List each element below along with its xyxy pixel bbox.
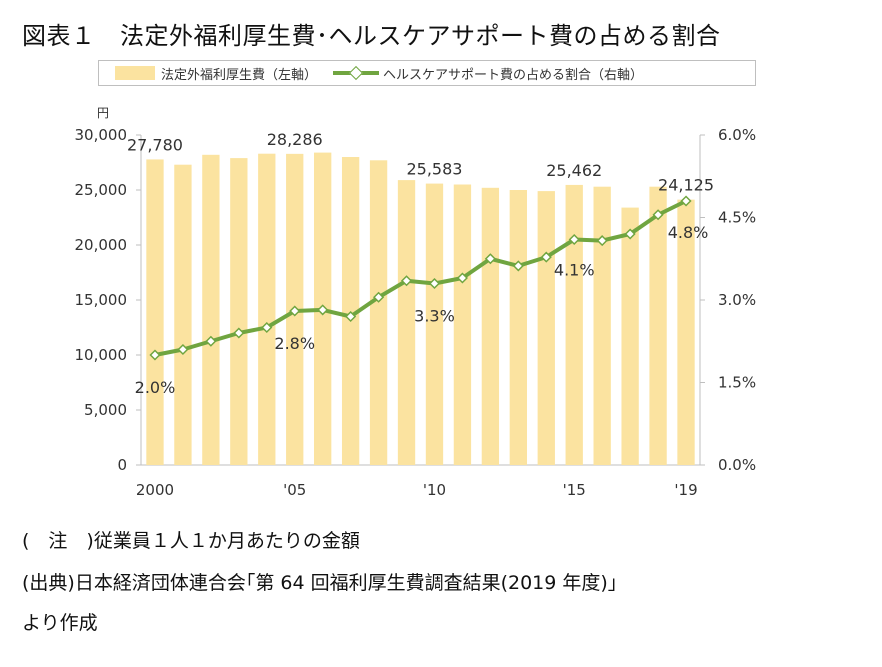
bar-2014: [537, 191, 555, 465]
right-tick-label: 1.5%: [718, 374, 756, 392]
share-point-2010: [428, 277, 441, 290]
share-point-2005: [289, 305, 301, 317]
right-tick-label: 6.0%: [718, 126, 756, 144]
source-line-cont: より作成: [22, 612, 98, 634]
share-point-2015: [568, 233, 580, 246]
note-line: ( 注 )従業員１人１か月あたりの金額: [22, 530, 360, 552]
bar-2001: [174, 164, 192, 465]
share-point-2018: [652, 209, 664, 221]
share-point-2014: [540, 251, 552, 263]
line-data-label: 2.8%: [274, 334, 315, 353]
bar-2011: [453, 184, 472, 465]
bar-2000: [146, 159, 164, 466]
bar-data-label: 25,462: [546, 161, 602, 180]
legend-bar-label: 法定外福利厚生費（左軸）: [161, 67, 318, 83]
share-point-2002: [205, 335, 217, 347]
left-tick-label: 20,000: [75, 236, 128, 254]
legend-bar-swatch: [115, 66, 155, 80]
left-tick-label: 15,000: [75, 291, 128, 309]
bar-2004: [258, 153, 276, 465]
left-tick-label: 0: [117, 456, 127, 474]
x-tick-label: '10: [423, 481, 446, 499]
share-point-2009: [400, 275, 413, 287]
share-point-2003: [233, 327, 245, 339]
left-tick-label: 30,000: [75, 126, 128, 144]
share-point-2012: [484, 253, 496, 265]
left-tick-label: 25,000: [75, 181, 128, 199]
share-point-2017: [624, 228, 636, 240]
share-point-2007: [345, 310, 357, 323]
bar-2003: [230, 158, 248, 465]
bar-data-label: 28,286: [267, 130, 323, 149]
bar-2016: [593, 186, 611, 465]
share-point-2006: [317, 304, 329, 316]
bar-2017: [621, 207, 639, 465]
left-tick-label: 10,000: [75, 346, 128, 364]
x-tick-label: '19: [674, 481, 697, 499]
x-tick-label: '15: [563, 481, 586, 499]
line-data-label: 3.3%: [414, 307, 455, 326]
source-line: (出典)日本経済団体連合会｢第 64 回福利厚生費調査結果(2019 年度)｣: [22, 572, 618, 594]
bar-data-label: 24,125: [658, 176, 714, 195]
share-point-2016: [596, 235, 608, 247]
bar-2002: [202, 154, 220, 466]
bar-2008: [369, 160, 388, 466]
line-data-label: 4.1%: [554, 261, 595, 280]
right-tick-label: 0.0%: [718, 456, 756, 474]
share-point-2008: [373, 291, 385, 303]
bar-2015: [565, 184, 583, 465]
bar-data-label: 25,583: [406, 160, 462, 179]
share-point-2004: [261, 321, 273, 334]
share-point-2013: [512, 260, 524, 272]
bar-2013: [509, 190, 527, 465]
x-tick-label: 2000: [136, 481, 174, 499]
combo-chart: 30,000 25,000 20,000 15,000 10,000 5,000 0 円 6.0…: [75, 106, 757, 499]
x-tick-label: '05: [283, 481, 306, 499]
bar-2018: [649, 186, 667, 465]
bar-2009: [397, 180, 416, 465]
right-tick-label: 3.0%: [718, 291, 756, 309]
right-tick-label: 4.5%: [718, 209, 756, 227]
chart-legend: 法定外福利厚生費（左軸） ヘルスケアサポート費の占める割合（右軸）: [98, 60, 756, 86]
share-point-2000: [149, 349, 161, 361]
legend-item-bar: 法定外福利厚生費（左軸）: [99, 64, 317, 83]
legend-line-label: ヘルスケアサポート費の占める割合（右軸）: [383, 67, 644, 83]
bar-2019: [677, 199, 695, 465]
share-point-2001: [177, 343, 189, 356]
bar-data-label: 27,780: [127, 135, 183, 154]
left-tick-label: 5,000: [84, 401, 127, 419]
legend-line-swatch: [333, 65, 380, 81]
left-axis-unit: 円: [97, 106, 109, 120]
share-point-2019: [680, 195, 692, 207]
bar-2012: [481, 187, 500, 466]
line-data-label: 4.8%: [668, 223, 709, 242]
chart-title: 図表１ 法定外福利厚生費･ヘルスケアサポート費の占める割合: [22, 22, 721, 50]
legend-item-line: ヘルスケアサポート費の占める割合（右軸）: [317, 64, 643, 83]
share-point-2011: [456, 272, 468, 284]
bar-2010: [425, 183, 444, 465]
line-data-label: 2.0%: [135, 378, 176, 397]
